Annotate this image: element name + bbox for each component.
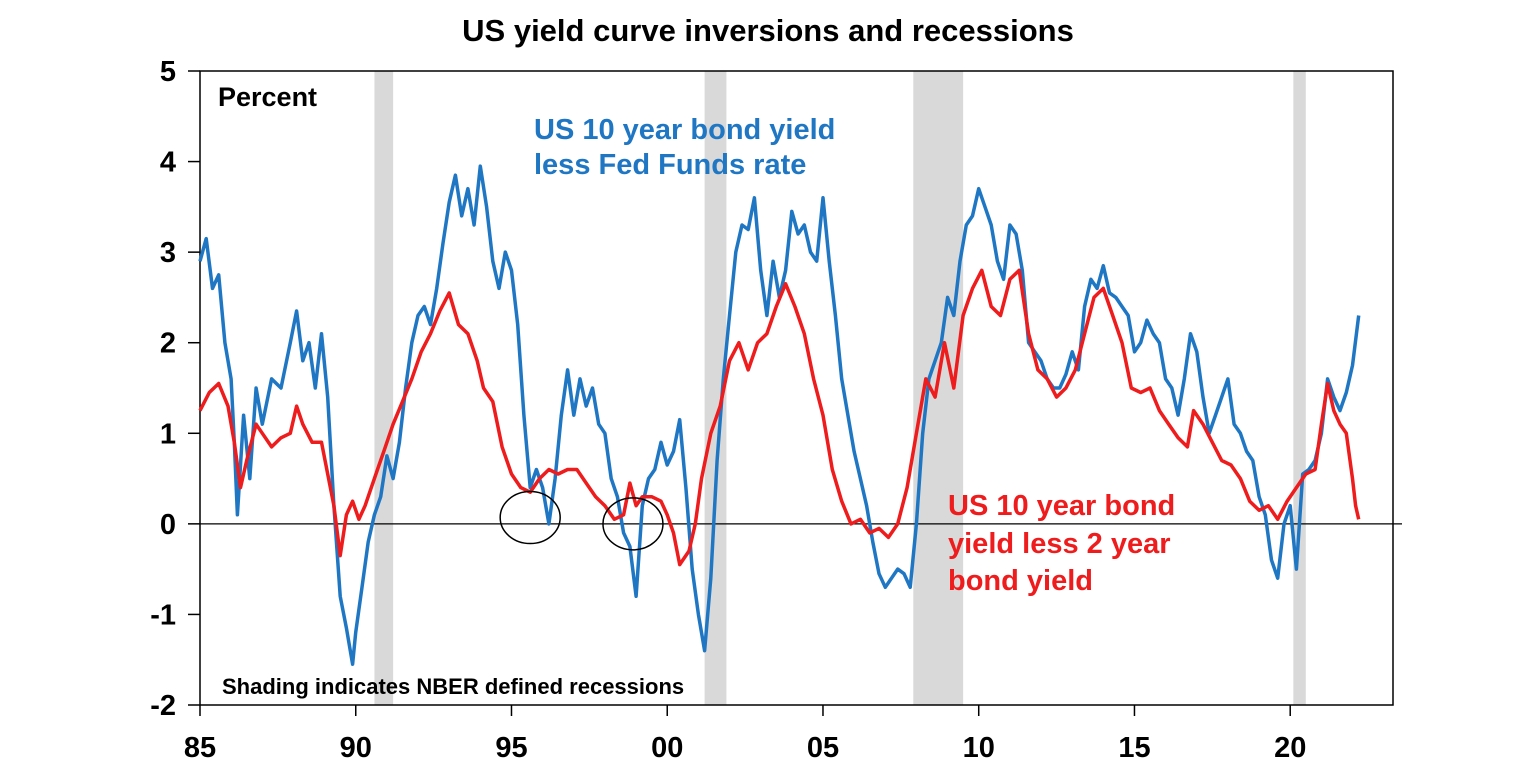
x-tick-label: 20: [1274, 732, 1306, 764]
series-line-10y-less-2y: [198, 268, 1361, 567]
y-axis: -2 -1 0 1 2 3 4 5: [150, 56, 200, 722]
series-label-red-line-2: yield less 2 year: [948, 528, 1171, 560]
recession-shading-layer: [374, 71, 1306, 705]
chart-title: US yield curve inversions and recessions: [462, 13, 1074, 48]
x-tick-label: 95: [495, 732, 527, 764]
recession-band-1: [704, 71, 727, 705]
x-tick-label: 05: [807, 732, 839, 764]
x-tick-label: 00: [651, 732, 683, 764]
plot-frame: [199, 70, 1394, 706]
series-label-blue-line-2: less Fed Funds rate: [534, 149, 806, 181]
inversion-circle-0: [499, 490, 561, 545]
inversion-circle-1: [602, 497, 664, 551]
y-tick-label: 5: [160, 56, 176, 88]
y-tick-label: 2: [160, 328, 176, 360]
recession-band-0: [374, 71, 394, 705]
series-line-10y-less-fed-funds: [198, 164, 1361, 666]
y-tick-label: -1: [150, 599, 176, 631]
y-tick-label: 4: [160, 147, 176, 179]
recession-note: Shading indicates NBER defined recession…: [222, 674, 684, 699]
inversion-circles: [499, 490, 664, 551]
recession-band-3: [1293, 71, 1306, 705]
x-tick-label: 15: [1118, 732, 1150, 764]
x-tick-label: 90: [340, 732, 372, 764]
series-label-red-line-1: US 10 year bond: [948, 490, 1175, 522]
series-label-red-line-3: bond yield: [948, 565, 1093, 597]
x-axis: 85 90 95 00 05 10 15 20: [184, 705, 1306, 764]
x-tick-label: 10: [963, 732, 995, 764]
y-tick-label: 1: [160, 418, 176, 450]
y-tick-label: 3: [160, 237, 176, 269]
x-tick-label: 85: [184, 732, 216, 764]
unit-label: Percent: [218, 82, 317, 112]
series-label-blue-line-1: US 10 year bond yield: [534, 114, 835, 146]
y-tick-label: 0: [160, 509, 176, 541]
y-tick-label: -2: [150, 690, 176, 722]
